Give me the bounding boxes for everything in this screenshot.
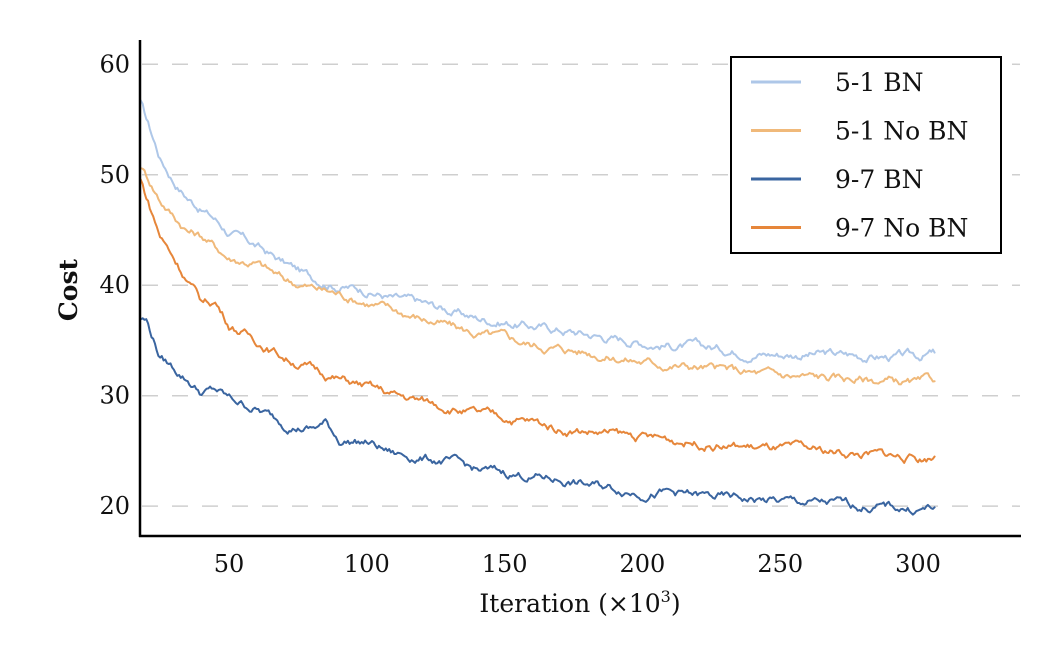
y-tick-labels: 20 30 40 50 60 [99,50,130,520]
series-lines [139,99,936,516]
x-axis-title-main: Iteration ( [479,589,607,618]
legend-label: 5-1 BN [835,68,923,97]
y-tick-label: 30 [99,382,130,410]
x-tick-label: 150 [482,550,528,578]
x-tick-label: 100 [344,550,390,578]
x-tick-label: 50 [214,550,245,578]
x-tick-labels: 50 100 150 200 250 300 [214,550,941,578]
legend: 5-1 BN 5-1 No BN 9-7 BN 9-7 No BN [730,56,1002,254]
x-tick-label: 200 [620,550,666,578]
y-tick-label: 50 [99,161,130,189]
series-line-9-7-no-bn [139,178,936,464]
legend-label: 9-7 No BN [835,214,968,243]
x-tick-label: 250 [757,550,803,578]
x-axis-title: Iteration (×103) [479,587,680,618]
x-axis-title-close: ) [671,589,681,618]
legend-box [730,56,1002,254]
x-axis-title-sup: 3 [661,587,671,606]
y-tick-label: 20 [99,492,130,520]
y-tick-label: 60 [99,50,130,78]
y-axis-title: Cost [54,258,83,321]
series-line-5-1-bn [139,99,936,364]
legend-label: 5-1 No BN [835,117,968,146]
legend-label: 9-7 BN [835,165,923,194]
series-line-5-1-no-bn [139,167,936,386]
x-tick-label: 300 [895,550,941,578]
series-line-9-7-bn [139,317,936,516]
y-tick-label: 40 [99,271,130,299]
x-axis-title-times: ×10 [608,589,661,618]
